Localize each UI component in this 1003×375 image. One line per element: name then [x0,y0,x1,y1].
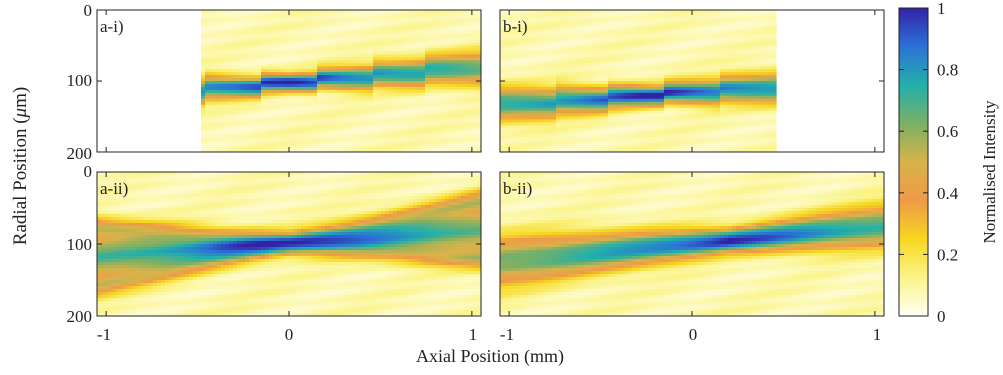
y-tick-bottom-0: 0 [84,162,93,181]
y-axis-title-prefix: Radial Position ( [10,117,31,245]
x-tick-left-1: 1 [469,325,478,344]
colorbar-tick-label: 0.4 [937,184,959,203]
panel-b-i: b-i) [499,9,885,153]
colorbar-gradient [898,7,929,317]
x-tick-right-0: 0 [689,325,698,344]
y-tick-top-200: 200 [67,144,93,163]
colorbar-label: Normalised Intensity [980,100,999,244]
heatmap-image [500,10,777,152]
y-axis-title-suffix: m) [10,87,31,108]
colorbar-tick-label: 0.6 [937,122,958,141]
colorbar-tick-label: 0.8 [937,61,958,80]
y-tick-bottom-100: 100 [67,235,93,254]
panel-label: a-ii) [100,179,128,198]
y-tick-top-100: 100 [67,71,93,90]
y-tick-top-0: 0 [84,1,93,20]
x-tick-right-neg1: -1 [500,325,514,344]
panel-a-ii: a-ii) [96,171,482,317]
x-tick-left-neg1: -1 [97,325,111,344]
x-tick-right-1: 1 [873,325,882,344]
y-axis-title: Radial Position (μm) [10,87,31,245]
colorbar-tick-label: 0.2 [937,245,958,264]
colorbar-tick-label: 0 [937,307,946,326]
panel-label: b-i) [503,17,528,36]
colorbar-ticks: 0 0.2 0.4 0.6 0.8 1 [899,0,959,326]
heatmap-image [201,10,481,152]
panel-label: b-ii) [503,179,532,198]
panel-a-i: a-i) [96,9,482,153]
panel-label: a-i) [100,17,124,36]
x-tick-labels: -1 0 1 -1 0 1 [97,325,881,344]
x-tick-left-0: 0 [285,325,294,344]
heatmap-image [97,172,481,316]
y-tick-labels: 0 100 200 0 100 200 [67,1,93,326]
heatmap-image [500,172,884,316]
y-axis-title-mu: μ [10,108,31,119]
y-tick-bottom-200: 200 [67,307,93,326]
panel-b-ii: b-ii) [499,171,885,317]
colorbar-tick-label: 1 [937,0,946,18]
x-axis-title: Axial Position (mm) [416,346,564,367]
colorbar: 0 0.2 0.4 0.6 0.8 1 Normalised Intensity [898,0,999,326]
